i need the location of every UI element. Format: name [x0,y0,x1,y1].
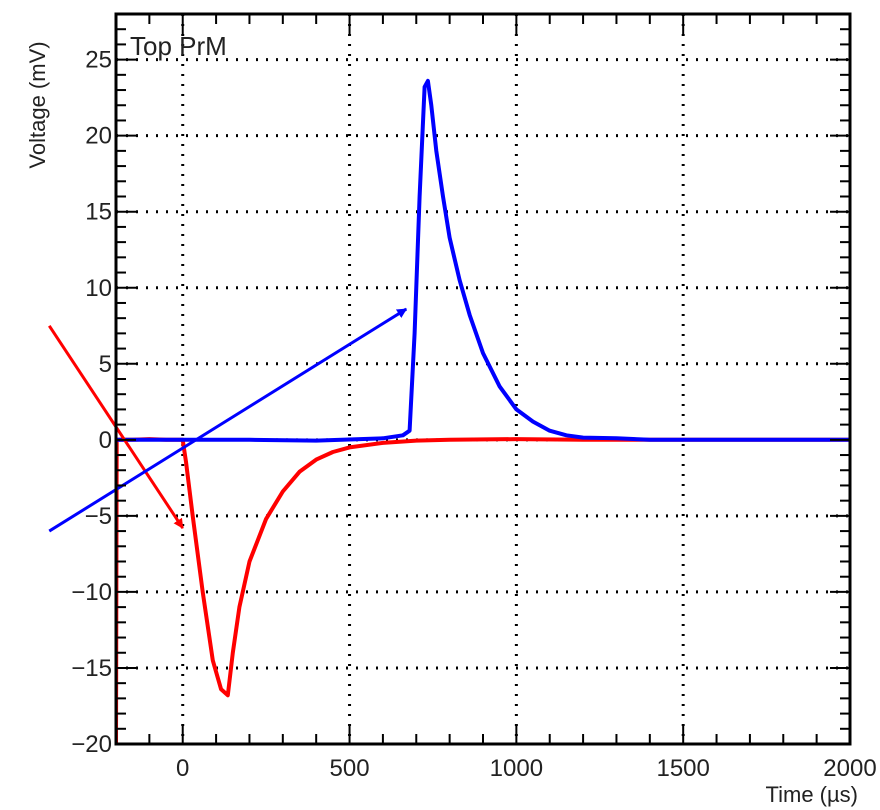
x-tick-label: 1000 [490,755,543,782]
y-tick-label: 10 [85,275,112,302]
y-tick-label: 5 [99,351,112,378]
x-tick-label: 0 [176,755,189,782]
grid [116,14,852,746]
y-tick-label: 20 [85,123,112,150]
y-tick-label: −20 [71,731,112,758]
plot-frame [114,12,852,746]
y-tick-label: 15 [85,199,112,226]
series-layer [116,78,850,744]
y-tick-label: −10 [71,579,112,606]
annotation-arrow-1 [48,307,408,533]
annotation-layer [48,307,408,533]
series-line-1 [116,78,850,443]
x-axis-title: Time (µs) [765,782,858,807]
y-tick-label: −5 [85,503,112,530]
y-axis-title: Voltage (mV) [25,41,50,168]
axes: 0 500 1000 1500 2000 −20 −15 −10 −5 0 5 10 15 20 25 [71,12,877,782]
y-tick-label: 0 [99,427,112,454]
chart-title: Top PrM [130,31,227,61]
y-tick-label: 25 [85,47,112,74]
x-tick-label: 500 [330,755,370,782]
x-tick-label: 2000 [823,755,876,782]
y-tick-label: −15 [71,655,112,682]
x-tick-label: 1500 [656,755,709,782]
